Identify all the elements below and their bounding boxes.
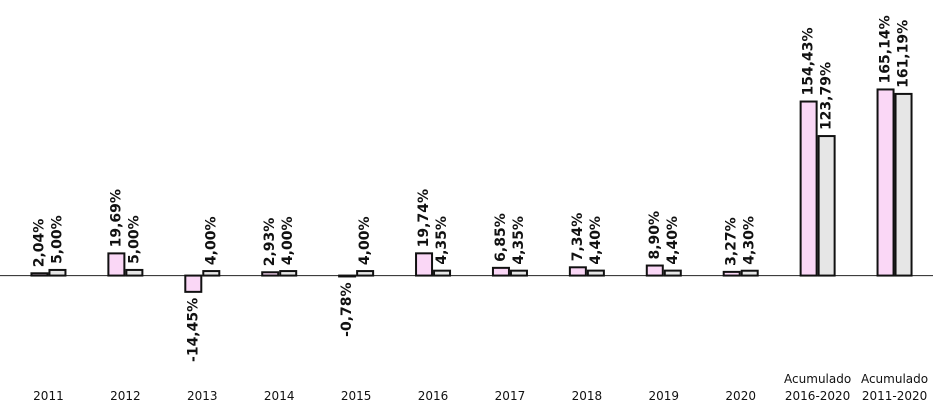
bar	[645, 264, 664, 277]
value-label: 4,00%	[357, 216, 373, 265]
value-label: 6,85%	[493, 213, 509, 262]
value-label: 2,93%	[262, 218, 278, 267]
value-label: -14,45%	[185, 298, 201, 362]
value-label: 3,27%	[724, 217, 740, 266]
x-tick-label: 2012	[110, 389, 141, 403]
bar	[586, 269, 605, 277]
bar	[740, 269, 759, 277]
bar	[261, 271, 280, 277]
x-tick-label: 2016	[418, 389, 449, 403]
bar	[722, 270, 741, 277]
value-label: 19,74%	[416, 189, 432, 247]
bar	[509, 269, 528, 277]
bar	[107, 252, 126, 277]
value-label: 5,00%	[49, 215, 65, 264]
x-tick-label: 2015	[341, 389, 372, 403]
bar	[491, 266, 510, 277]
bar	[48, 268, 67, 277]
value-label: 7,34%	[570, 213, 586, 262]
bar	[799, 100, 818, 277]
bar	[415, 252, 434, 277]
value-label: 4,40%	[665, 216, 681, 265]
bar	[184, 274, 203, 293]
bar	[663, 269, 682, 277]
value-label: 4,30%	[742, 216, 758, 265]
value-label: 165,14%	[878, 15, 894, 83]
bar	[338, 274, 357, 278]
x-tick-label: Acumulado 2016-2020	[784, 372, 851, 403]
x-tick-label: 2019	[649, 389, 680, 403]
value-label: 4,35%	[511, 216, 527, 265]
value-label: 154,43%	[801, 27, 817, 95]
x-tick-label: 2018	[572, 389, 603, 403]
x-tick-label: Acumulado 2011-2020	[861, 372, 928, 403]
value-label: 4,40%	[588, 216, 604, 265]
bar	[356, 270, 375, 277]
bar	[279, 270, 298, 277]
x-tick-label: 2013	[187, 389, 218, 403]
value-label: 19,69%	[108, 189, 124, 247]
bar	[568, 266, 587, 277]
bar	[30, 272, 49, 277]
bar	[125, 268, 144, 277]
value-label: 4,00%	[203, 216, 219, 265]
value-label: 4,35%	[434, 216, 450, 265]
value-label: 123,79%	[819, 62, 835, 130]
x-tick-label: 2020	[725, 389, 756, 403]
value-label: 161,19%	[896, 20, 912, 88]
x-tick-label: 2011	[33, 389, 64, 403]
x-tick-label: 2014	[264, 389, 295, 403]
value-label: 4,00%	[280, 216, 296, 265]
value-label: 5,00%	[126, 215, 142, 264]
bar	[894, 92, 913, 277]
value-label: 8,90%	[647, 211, 663, 260]
value-label: 2,04%	[31, 219, 47, 268]
bar	[876, 88, 895, 277]
bar	[817, 135, 836, 277]
bar	[433, 269, 452, 277]
x-tick-label: 2017	[495, 389, 526, 403]
bar	[202, 270, 221, 277]
value-label: -0,78%	[339, 282, 355, 336]
